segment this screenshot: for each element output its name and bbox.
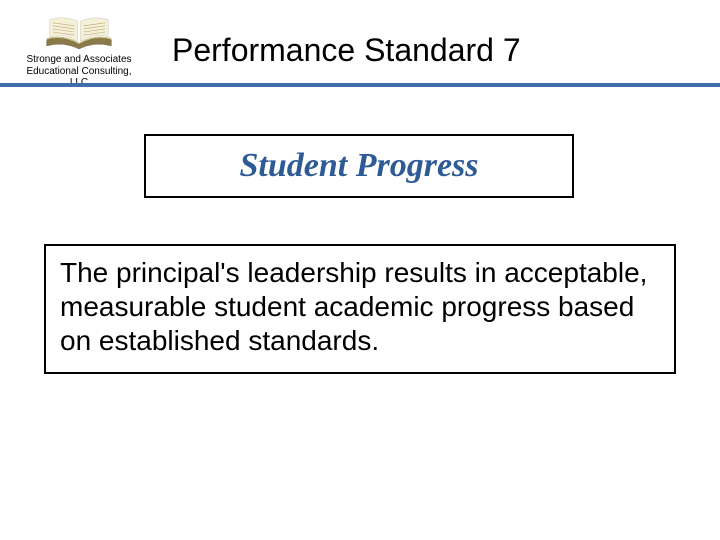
open-book-icon (40, 12, 118, 52)
header: Stronge and Associates Educational Consu… (0, 0, 720, 89)
body-text: The principal's leadership results in ac… (60, 256, 660, 358)
logo-text-line1: Stronge and Associates (10, 54, 148, 66)
logo-block: Stronge and Associates Educational Consu… (0, 12, 158, 89)
subtitle-box: Student Progress (144, 134, 574, 198)
logo-text-line2: Educational Consulting, (10, 66, 148, 78)
header-divider (0, 83, 720, 87)
subtitle-text: Student Progress (240, 147, 479, 185)
body-box: The principal's leadership results in ac… (44, 244, 676, 374)
page-title: Performance Standard 7 (158, 32, 521, 69)
